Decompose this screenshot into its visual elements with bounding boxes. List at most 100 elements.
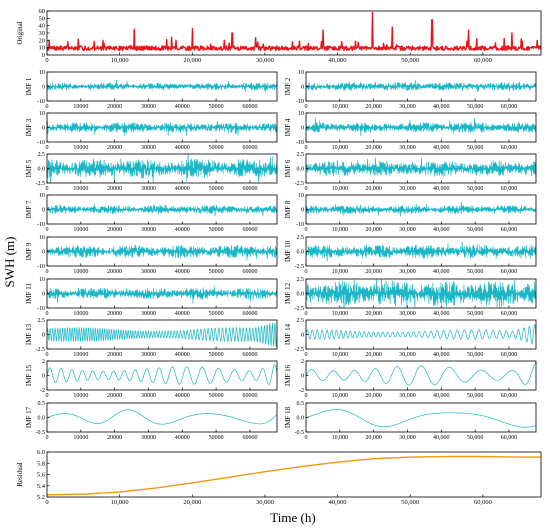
x-tick-label-residual: 60,000	[474, 499, 492, 506]
y-tick-label-imf12: 2.5	[297, 277, 305, 283]
y-tick-label-imf16: -2	[299, 388, 304, 394]
x-tick-label-imf17: 30000	[141, 435, 156, 441]
series-line-imf8	[305, 201, 537, 217]
y-tick-label-imf9: 0	[42, 250, 45, 256]
x-tick-label-imf5: 40000	[175, 186, 190, 192]
x-tick-label-imf18: 0	[305, 435, 308, 441]
x-tick-label-imf1: 10000	[73, 104, 88, 110]
x-tick-label-imf9: 60000	[242, 269, 257, 275]
panel-label-original: Original	[16, 21, 24, 44]
series-line-imf11	[46, 286, 278, 304]
x-tick-label-imf8: 0	[305, 227, 308, 233]
x-tick-label-imf9: 10000	[73, 269, 88, 275]
x-tick-label-imf13: 30000	[141, 352, 156, 358]
x-tick-label-imf11: 10000	[73, 311, 88, 317]
axes-frame-residual	[46, 451, 542, 498]
x-tick-label-imf14: 60,000	[501, 352, 518, 358]
series-line-imf4	[305, 118, 537, 137]
y-tick-label-imf16: 2	[301, 359, 304, 365]
x-tick-label-imf17: 0	[46, 435, 49, 441]
axes-frame-imf17	[46, 402, 278, 433]
x-tick-label-imf1: 60000	[242, 104, 257, 110]
y-tick-label-imf15: -2	[40, 388, 45, 394]
y-tick-label-imf2: 0	[301, 85, 304, 91]
x-tick-label-imf9: 40000	[175, 269, 190, 275]
panel-label-imf1: IMF 1	[25, 77, 33, 95]
y-tick-label-imf5: 0.0	[38, 167, 46, 173]
x-tick-label-imf17: 10000	[73, 435, 88, 441]
series-line-original	[46, 11, 542, 52]
series-line-imf13	[46, 322, 278, 347]
y-tick-label-imf9: -10	[37, 264, 45, 270]
y-tick-label-residual: 5.2	[37, 494, 45, 501]
x-tick-label-imf6: 10,000	[332, 186, 349, 192]
y-tick-label-imf6: 2.5	[297, 152, 305, 158]
y-tick-label-imf2: 10	[298, 70, 304, 76]
x-tick-label-imf17: 50000	[209, 435, 224, 441]
x-tick-label-residual: 40,000	[329, 499, 347, 506]
x-tick-label-imf7: 60000	[242, 227, 257, 233]
y-tick-label-original: 50	[39, 15, 46, 22]
y-tick-label-imf14: 0	[301, 333, 304, 339]
x-tick-label-imf3: 20000	[107, 145, 122, 151]
x-tick-label-imf10: 50,000	[467, 269, 484, 275]
x-tick-label-imf13: 40000	[175, 352, 190, 358]
panel-imf12: -2.5 0.0 2.5 0 10,000 20,000 30,000 40,000 50,00…	[284, 277, 537, 317]
x-tick-label-imf7: 30000	[141, 227, 156, 233]
y-tick-label-imf8: 0	[301, 208, 304, 214]
y-tick-label-imf5: -2.5	[36, 181, 46, 187]
x-tick-label-original: 60,000	[474, 57, 492, 64]
y-tick-label-imf13: 0	[42, 333, 45, 339]
x-tick-label-imf16: 30,000	[399, 393, 416, 399]
x-tick-label-imf12: 0	[305, 311, 308, 317]
x-tick-label-imf13: 50000	[209, 352, 224, 358]
panel-label-imf9: IMF 9	[25, 242, 33, 260]
series-line-imf6	[305, 157, 537, 177]
y-tick-label-imf7: -10	[37, 222, 45, 228]
x-tick-label-imf4: 10,000	[332, 145, 349, 151]
y-tick-label-imf10: 0.0	[297, 250, 305, 256]
panel-label-residual: Residual	[16, 462, 24, 487]
x-tick-label-imf12: 10,000	[332, 311, 349, 317]
x-tick-label-imf15: 10000	[73, 393, 88, 399]
x-tick-label-original: 40,000	[329, 57, 347, 64]
x-tick-label-residual: 50,000	[401, 499, 419, 506]
x-tick-label-residual: 30,000	[256, 499, 274, 506]
panel-label-imf12: IMF 12	[284, 282, 292, 304]
series-line-imf10	[305, 241, 537, 262]
series-line-imf16	[305, 362, 537, 386]
panel-label-imf18: IMF 18	[284, 406, 292, 428]
series-line-imf9	[46, 244, 278, 261]
axes-frame-imf18	[305, 402, 537, 433]
y-tick-label-imf7: 10	[39, 193, 45, 199]
x-tick-label-residual: 10,000	[111, 499, 129, 506]
series-line-imf15	[46, 364, 278, 385]
x-tick-label-imf8: 40,000	[433, 227, 450, 233]
x-tick-label-imf14: 50,000	[467, 352, 484, 358]
x-tick-label-imf13: 60000	[242, 352, 257, 358]
x-tick-label-imf3: 60000	[242, 145, 257, 151]
panel-imf10: -2.5 0.0 2.5 0 10,000 20,000 30,000 40,000 50,00…	[284, 235, 537, 275]
y-tick-label-imf10: -2.5	[295, 264, 305, 270]
y-tick-label-imf15: 2	[42, 359, 45, 365]
x-tick-label-imf15: 30000	[141, 393, 156, 399]
x-tick-label-imf17: 40000	[175, 435, 190, 441]
y-tick-label-imf13: 2.5	[38, 318, 46, 324]
x-tick-label-imf18: 30,000	[399, 435, 416, 441]
x-tick-label-imf16: 10,000	[332, 393, 349, 399]
x-tick-label-imf7: 10000	[73, 227, 88, 233]
x-tick-label-imf10: 20,000	[365, 269, 382, 275]
x-tick-label-imf9: 20000	[107, 269, 122, 275]
x-tick-label-imf16: 20,000	[365, 393, 382, 399]
panel-label-imf10: IMF 10	[284, 240, 292, 262]
y-tick-label-imf13: -2.5	[36, 347, 46, 353]
x-tick-label-residual: 0	[45, 499, 48, 506]
y-tick-label-imf16: 0	[301, 374, 304, 380]
x-tick-label-imf17: 60000	[242, 435, 257, 441]
x-tick-label-imf4: 0	[305, 145, 308, 151]
